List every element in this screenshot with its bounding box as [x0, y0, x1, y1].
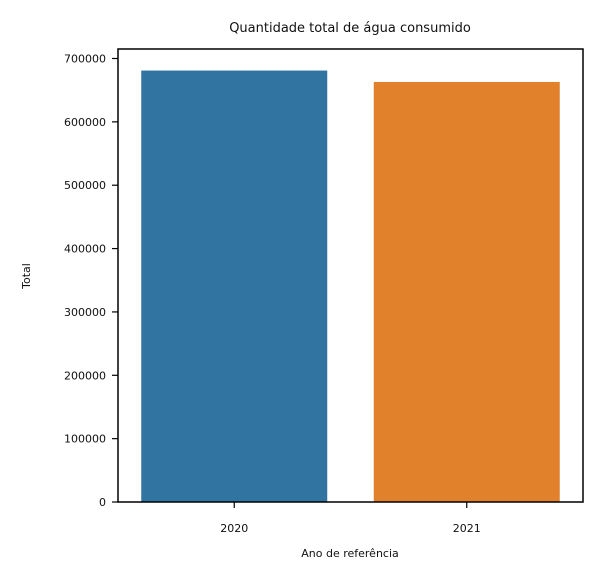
x-tick-label: 2020	[220, 522, 248, 535]
x-tick-label: 2021	[453, 522, 481, 535]
y-tick-label: 500000	[64, 179, 106, 192]
bar-2021	[373, 81, 560, 502]
y-tick-label: 0	[99, 496, 106, 509]
x-axis-label: Ano de referência	[301, 547, 399, 560]
plot-frame	[117, 48, 584, 503]
y-axis-label: Total	[20, 263, 33, 290]
y-tick-label: 100000	[64, 433, 106, 446]
bar-2020	[141, 70, 328, 502]
y-tick-label: 600000	[64, 116, 106, 129]
y-tick-label: 700000	[64, 53, 106, 66]
chart-title: Quantidade total de água consumido	[229, 21, 471, 36]
y-tick-label: 300000	[64, 306, 106, 319]
x-axis-ticks: 2020 2021	[220, 502, 481, 535]
y-axis-ticks: 0 100000 200000 300000 400000 500000 600000 700…	[64, 53, 118, 509]
bars-group	[141, 70, 560, 502]
y-tick-label: 200000	[64, 369, 106, 382]
y-tick-label: 400000	[64, 243, 106, 256]
